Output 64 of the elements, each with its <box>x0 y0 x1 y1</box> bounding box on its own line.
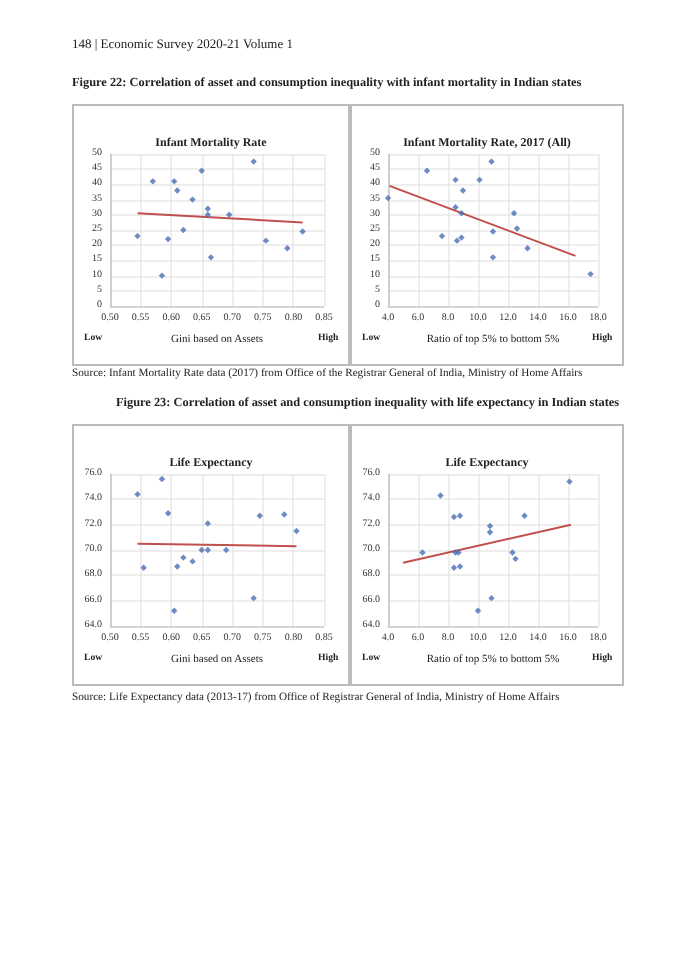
point <box>149 178 156 185</box>
point <box>284 245 291 252</box>
point <box>488 594 495 602</box>
point <box>476 176 483 184</box>
point <box>180 226 187 234</box>
point <box>204 211 212 218</box>
point <box>486 529 494 536</box>
point <box>204 520 212 527</box>
point <box>174 187 181 194</box>
point <box>450 564 458 571</box>
point <box>134 232 141 240</box>
point <box>521 512 528 519</box>
point <box>198 546 205 554</box>
point <box>158 475 166 483</box>
point <box>489 254 497 261</box>
point <box>134 491 141 498</box>
point <box>281 511 288 518</box>
point <box>438 232 446 240</box>
point <box>189 196 196 203</box>
point <box>488 158 495 165</box>
point <box>164 235 172 243</box>
point <box>587 270 594 278</box>
point <box>204 205 212 212</box>
point <box>456 563 464 570</box>
point <box>456 512 464 519</box>
point <box>250 158 257 165</box>
point <box>204 546 212 554</box>
point <box>452 204 459 211</box>
point <box>222 546 230 554</box>
point <box>198 167 205 174</box>
point <box>453 237 461 244</box>
point <box>384 194 392 202</box>
point <box>509 549 516 556</box>
point <box>458 234 465 241</box>
point <box>140 564 147 571</box>
point <box>423 167 431 174</box>
point <box>164 510 172 517</box>
point <box>293 527 300 535</box>
point <box>189 558 196 565</box>
point <box>474 607 482 614</box>
point <box>256 512 263 519</box>
point <box>513 225 521 232</box>
point <box>458 210 465 217</box>
point <box>459 187 467 194</box>
point <box>512 555 519 563</box>
point <box>180 554 187 561</box>
point <box>489 228 497 235</box>
point <box>226 211 233 218</box>
point <box>171 607 178 614</box>
point <box>207 254 215 261</box>
point <box>486 522 494 530</box>
point <box>171 178 178 185</box>
point <box>262 237 270 244</box>
point <box>566 478 573 485</box>
point <box>450 513 458 521</box>
point <box>250 594 257 602</box>
point <box>419 549 426 556</box>
point <box>452 176 459 184</box>
point <box>524 245 531 252</box>
point <box>158 272 166 279</box>
point <box>174 563 181 570</box>
point <box>437 492 444 499</box>
point <box>299 228 306 235</box>
point <box>510 210 518 217</box>
